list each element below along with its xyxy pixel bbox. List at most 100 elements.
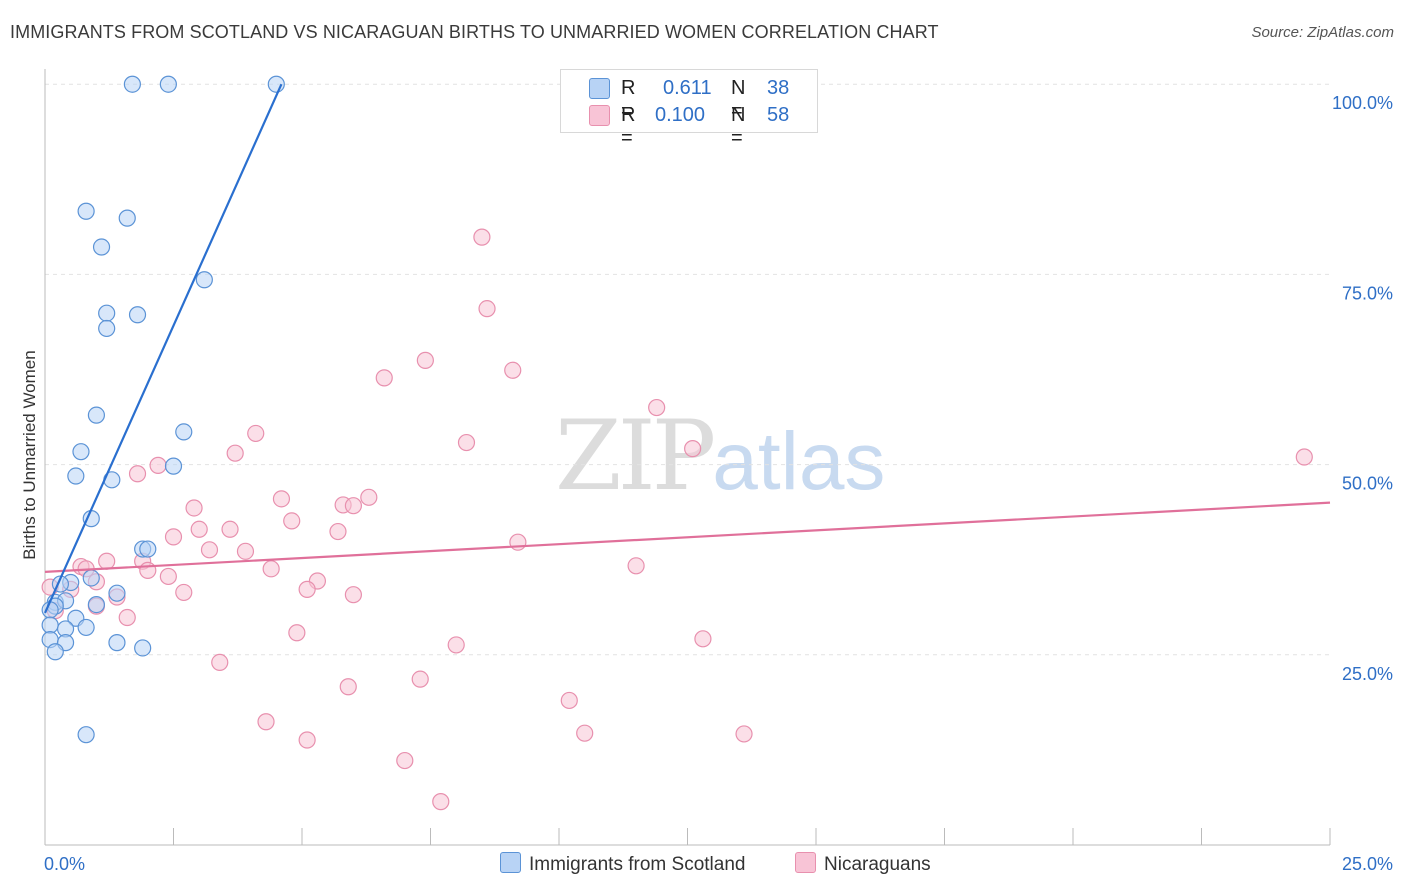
y-tick-label: 25.0%: [1342, 664, 1393, 684]
legend-n-value: 38: [767, 77, 790, 99]
data-point-nicaraguan: [139, 561, 157, 579]
data-point-nicaraguan: [128, 465, 147, 483]
data-point-nicaraguan: [149, 456, 167, 474]
data-point-nicaraguan: [576, 724, 594, 742]
data-point-scotland: [77, 618, 95, 637]
data-point-nicaraguan: [447, 636, 465, 654]
data-point-scotland: [175, 423, 193, 441]
data-point-nicaraguan: [473, 228, 491, 246]
data-point-scotland: [164, 457, 183, 475]
data-point-nicaraguan: [298, 731, 316, 749]
legend-swatch-pink: [589, 105, 610, 126]
bottom-legend-swatch-pink: [795, 852, 816, 873]
x-tick-label: 0.0%: [44, 854, 85, 874]
data-point-nicaraguan: [159, 567, 177, 586]
data-point-nicaraguan: [298, 580, 316, 598]
data-point-nicaraguan: [262, 560, 280, 578]
data-point-nicaraguan: [411, 670, 429, 688]
data-point-scotland: [139, 540, 157, 558]
data-point-scotland: [41, 616, 59, 634]
source-label: Source: ZipAtlas.com: [1251, 24, 1394, 41]
data-point-scotland: [46, 643, 64, 661]
data-point-nicaraguan: [478, 300, 496, 318]
data-point-nicaraguan: [432, 793, 450, 811]
data-point-nicaraguan: [221, 520, 239, 538]
legend-r-value: 0.611: [663, 77, 712, 99]
legend-n-label: N =: [731, 104, 746, 149]
data-point-scotland: [195, 271, 213, 289]
data-point-scotland: [134, 639, 152, 657]
data-point-nicaraguan: [118, 608, 136, 627]
data-point-nicaraguan: [396, 751, 414, 770]
data-point-nicaraguan: [457, 433, 476, 452]
data-point-scotland: [72, 443, 90, 461]
trend-line-scotland: [43, 83, 283, 614]
data-point-nicaraguan: [684, 440, 702, 458]
data-point-scotland: [92, 238, 111, 256]
data-point-scotland: [77, 726, 95, 744]
data-point-nicaraguan: [504, 361, 522, 379]
data-point-scotland: [118, 209, 136, 227]
data-point-nicaraguan: [98, 552, 116, 570]
data-point-nicaraguan: [344, 497, 362, 515]
data-point-nicaraguan: [339, 678, 357, 696]
data-point-scotland: [159, 75, 177, 93]
data-point-nicaraguan: [190, 520, 208, 538]
data-point-nicaraguan: [211, 653, 229, 672]
data-point-nicaraguan: [185, 499, 203, 517]
trend-line-nicaraguan: [44, 501, 1331, 573]
data-point-nicaraguan: [360, 488, 378, 506]
data-point-scotland: [98, 304, 116, 322]
data-point-nicaraguan: [375, 369, 393, 387]
y-tick-label: 100.0%: [1332, 93, 1393, 113]
watermark-atlas: atlas: [712, 416, 886, 507]
data-point-nicaraguan: [1295, 448, 1313, 466]
legend-r-value: 0.100: [655, 104, 706, 126]
data-point-nicaraguan: [560, 691, 578, 710]
data-point-nicaraguan: [257, 713, 275, 731]
data-point-nicaraguan: [226, 444, 244, 462]
data-point-scotland: [87, 595, 106, 614]
y-tick-label: 50.0%: [1342, 474, 1393, 494]
legend-swatch-blue: [589, 78, 610, 99]
data-point-scotland: [82, 569, 100, 587]
bottom-legend-label-scotland: Immigrants from Scotland: [529, 854, 746, 875]
data-point-scotland: [123, 75, 141, 93]
data-point-scotland: [67, 467, 85, 485]
data-point-scotland: [41, 601, 59, 619]
data-point-scotland: [108, 634, 126, 652]
data-point-nicaraguan: [247, 424, 265, 443]
bottom-legend-scotland: Immigrants from Scotland: [500, 852, 745, 876]
data-point-nicaraguan: [200, 541, 219, 559]
legend-n-label: N =: [731, 77, 746, 122]
data-point-nicaraguan: [175, 583, 193, 602]
chart-title: IMMIGRANTS FROM SCOTLAND VS NICARAGUAN B…: [10, 22, 939, 42]
bottom-legend-nicaraguans: Nicaraguans: [795, 852, 931, 876]
data-point-nicaraguan: [509, 533, 527, 551]
data-point-nicaraguan: [416, 351, 434, 369]
data-point-nicaraguan: [164, 528, 183, 546]
data-point-nicaraguan: [694, 630, 712, 648]
data-point-nicaraguan: [272, 490, 291, 508]
data-point-nicaraguan: [735, 725, 753, 743]
legend-r-label: R =: [621, 104, 636, 149]
data-point-nicaraguan: [283, 512, 301, 530]
data-point-nicaraguan: [329, 522, 347, 541]
watermark: ZIPatlas: [555, 400, 885, 512]
data-point-nicaraguan: [344, 586, 362, 604]
data-point-nicaraguan: [288, 624, 306, 642]
data-point-nicaraguan: [236, 542, 255, 560]
data-point-scotland: [77, 202, 95, 220]
y-tick-label: 75.0%: [1342, 283, 1393, 303]
data-point-scotland: [87, 406, 106, 424]
legend-r-label: R =: [621, 77, 636, 122]
data-point-scotland: [267, 75, 285, 93]
bottom-legend-swatch-blue: [500, 852, 521, 873]
data-point-scotland: [108, 584, 126, 602]
x-tick-label: 25.0%: [1342, 854, 1393, 874]
data-point-scotland: [98, 319, 116, 338]
data-point-nicaraguan: [627, 557, 645, 575]
bottom-legend-label-nicaraguans: Nicaraguans: [824, 854, 931, 875]
data-point-nicaraguan: [648, 398, 666, 417]
